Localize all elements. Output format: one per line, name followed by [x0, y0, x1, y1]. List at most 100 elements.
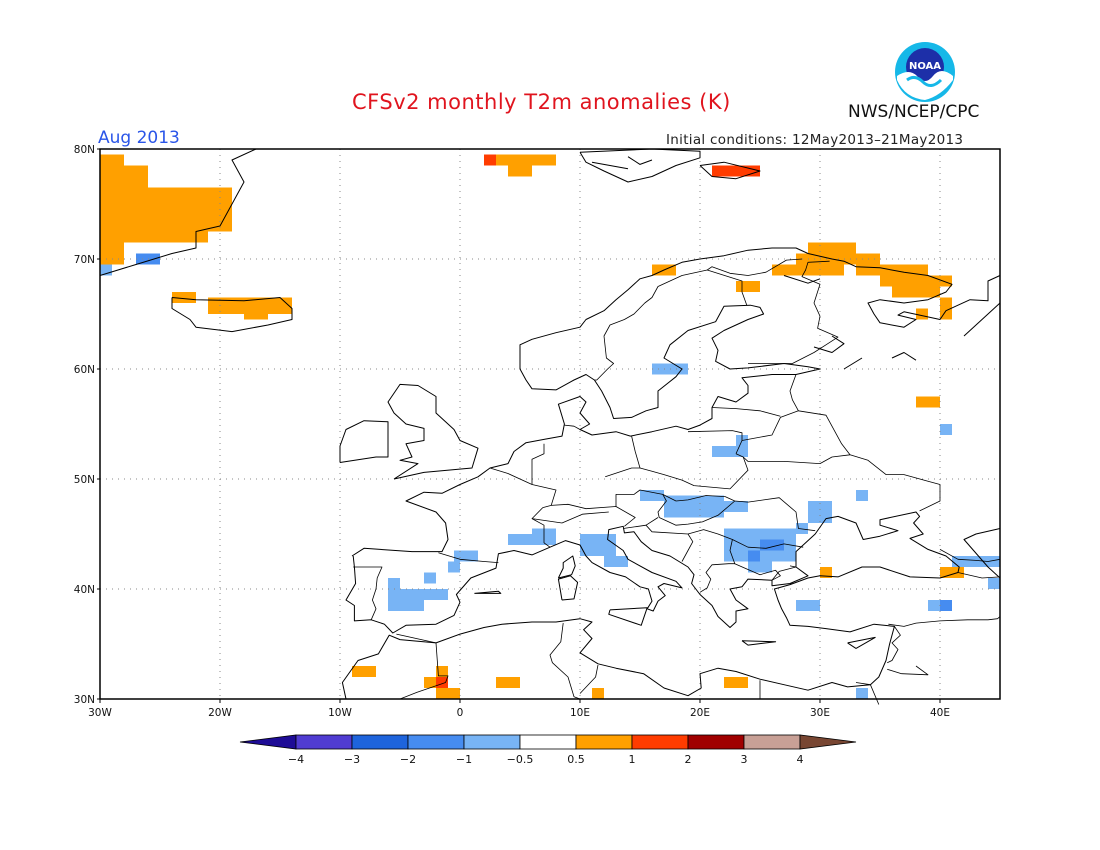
colorbar-label: −3 — [344, 753, 360, 766]
colorbar-segment — [351, 734, 409, 750]
anomaly-cell — [100, 264, 112, 276]
coastline — [963, 528, 1001, 579]
anomaly-cell — [412, 589, 448, 600]
country-border — [748, 260, 839, 364]
coastline — [608, 607, 648, 626]
colorbar-label: −4 — [288, 753, 304, 766]
country-border — [645, 524, 694, 562]
country-border — [531, 511, 609, 524]
country-border — [771, 565, 797, 581]
anomaly-cell — [808, 501, 832, 523]
anomaly-cell — [352, 666, 376, 677]
noaa-logo-icon: NOAA — [895, 42, 955, 102]
country-border — [711, 407, 781, 417]
coastline — [99, 148, 257, 276]
anomaly-cell — [712, 446, 748, 457]
coastline — [557, 555, 576, 579]
coastline — [699, 161, 761, 180]
country-border — [734, 497, 816, 532]
anomaly-cell — [424, 677, 436, 688]
coastline — [783, 275, 821, 284]
anomaly-cell — [748, 561, 772, 573]
country-border — [706, 258, 803, 276]
map-frame — [99, 148, 1001, 700]
country-border — [662, 494, 735, 502]
country-border — [355, 633, 449, 700]
country-border — [957, 572, 1001, 579]
anomaly-cell — [928, 600, 940, 611]
coastline — [341, 618, 871, 700]
colorbar-label: 3 — [741, 753, 748, 766]
logo-text: NOAA — [909, 61, 941, 72]
country-border — [605, 467, 731, 490]
country-border — [531, 443, 545, 485]
anomaly-cell — [940, 567, 964, 578]
anomaly-cell — [760, 539, 784, 551]
anomaly-cell — [724, 501, 748, 512]
anomaly-cell — [736, 281, 760, 292]
coastline — [171, 297, 293, 333]
country-border — [594, 269, 748, 381]
initial-conditions: Initial conditions: 12May2013–21May2013 — [666, 132, 964, 148]
anomaly-cell — [712, 165, 760, 177]
anomaly-cell — [892, 286, 940, 298]
anomaly-cell — [388, 578, 400, 589]
lon-tick-label: 30W — [88, 707, 112, 719]
anomaly-cell — [952, 556, 1000, 567]
colorbar-arrow-low — [239, 734, 297, 750]
colorbar-arrow-high — [799, 734, 857, 750]
anomaly-cell — [424, 572, 436, 584]
coastline — [345, 511, 960, 686]
country-border — [579, 664, 599, 694]
colorbar-segment — [407, 734, 465, 750]
coastline — [387, 383, 479, 480]
colorbar-label: −0.5 — [507, 753, 534, 766]
anomaly-cell — [100, 154, 124, 166]
country-border — [687, 430, 743, 454]
country-border — [549, 623, 581, 700]
anomaly-cell — [436, 666, 448, 677]
anomaly-cell — [880, 275, 952, 287]
colorbar-label: 0.5 — [567, 753, 585, 766]
anomaly-cell — [856, 688, 868, 699]
anomaly-cell — [148, 187, 208, 243]
colorbar-segment — [631, 734, 689, 750]
country-border — [734, 563, 781, 581]
coastline — [963, 302, 1001, 337]
map-gridlines — [100, 149, 1000, 699]
anomaly-cell — [856, 490, 868, 501]
coastline — [591, 161, 629, 170]
anomaly-cell — [592, 688, 604, 699]
agency-label: NWS/NCEP/CPC — [848, 102, 980, 122]
colorbar-label: 2 — [685, 753, 692, 766]
anomaly-cell — [100, 176, 148, 243]
colorbar-segment — [687, 734, 745, 750]
country-border — [438, 552, 499, 563]
anomaly-cell — [208, 297, 292, 314]
coastline — [847, 636, 876, 649]
colorbar-segment — [519, 734, 577, 750]
anomaly-cell — [484, 154, 496, 166]
country-border — [939, 549, 1001, 562]
lon-tick-label: 20W — [208, 707, 232, 719]
country-border — [887, 665, 929, 676]
anomaly-cell — [454, 550, 478, 562]
colorbar-segment — [463, 734, 521, 750]
country-border — [742, 410, 851, 464]
country-border — [489, 467, 557, 548]
anomaly-cell — [508, 165, 532, 177]
coastline — [351, 247, 1001, 557]
colorbar-label: 1 — [629, 753, 636, 766]
anomaly-cell — [448, 561, 460, 573]
country-border — [887, 626, 901, 664]
colorbar-label: −1 — [456, 753, 472, 766]
colorbar-segment — [743, 734, 801, 750]
anomaly-cell — [820, 567, 832, 578]
anomaly-cell — [724, 677, 748, 688]
anomaly-cell — [172, 292, 196, 303]
coastline — [474, 590, 502, 594]
anomaly-cell — [772, 264, 844, 276]
lon-tick-label: 10W — [328, 707, 352, 719]
anomaly-cell — [796, 600, 820, 611]
